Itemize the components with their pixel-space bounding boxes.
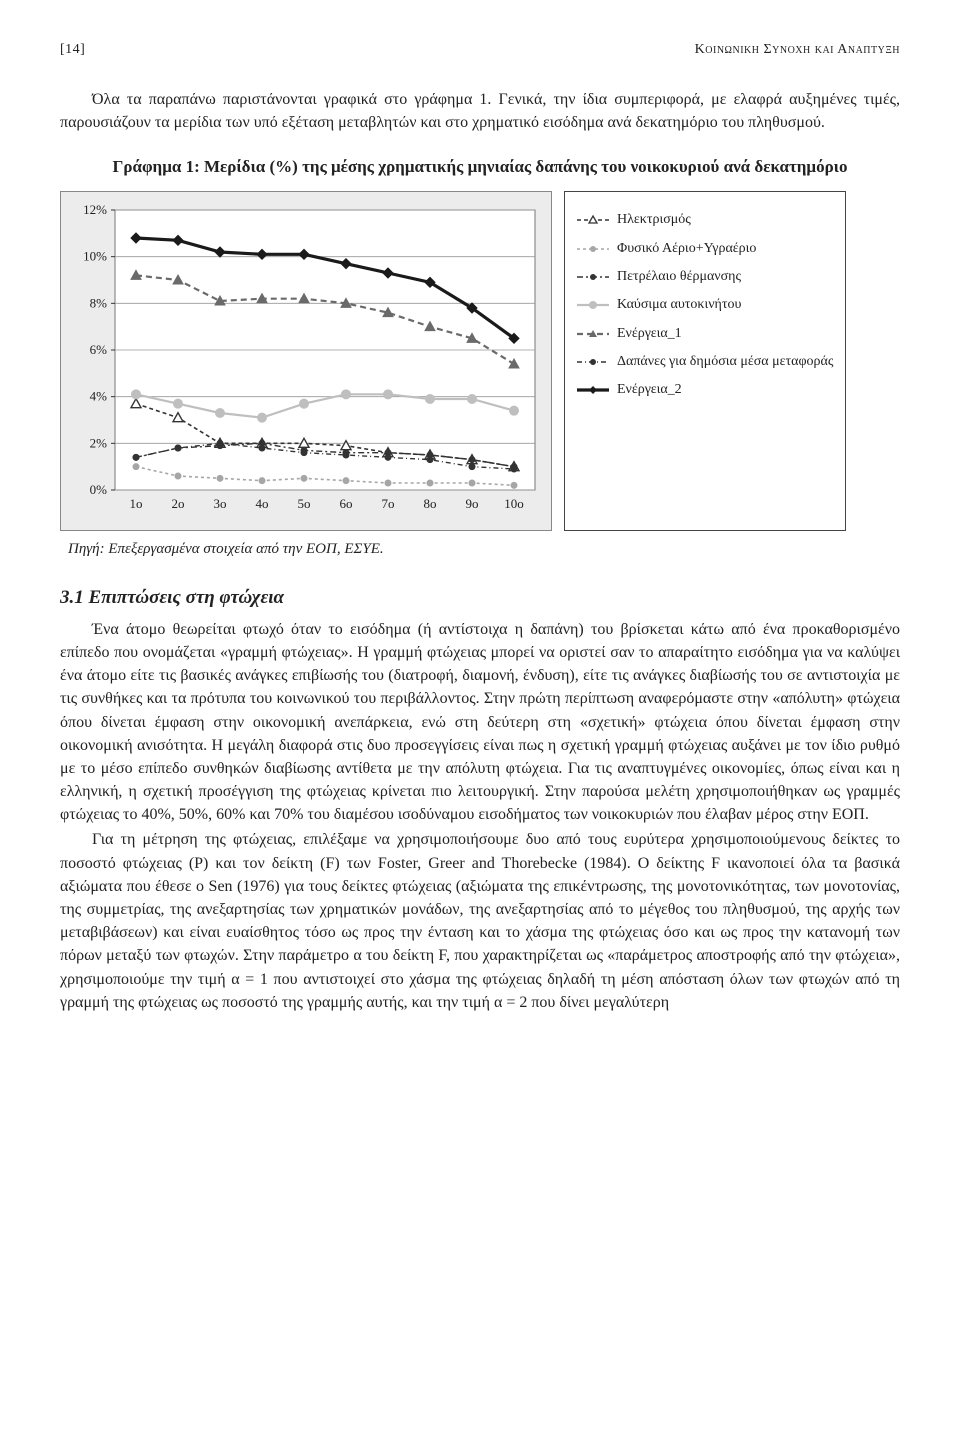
svg-text:8o: 8o	[424, 496, 437, 511]
svg-text:8%: 8%	[90, 296, 108, 311]
legend-swatch	[577, 298, 609, 312]
section-heading: 3.1 Επιπτώσεις στη φτώχεια	[60, 584, 900, 612]
legend-item: Καύσιμα αυτοκινήτου	[577, 295, 833, 315]
chart-container: 0% 2% 4% 6% 8% 10% 12% 1o 2o 3o 4o 5o 6o 7o 8o 9o 10o Ηλ…	[60, 191, 900, 530]
legend-swatch	[577, 242, 609, 256]
svg-text:6%: 6%	[90, 342, 108, 357]
page-number: [14]	[60, 40, 85, 60]
legend-item: Ηλεκτρισμός	[577, 210, 833, 230]
svg-text:3o: 3o	[214, 496, 227, 511]
svg-text:4o: 4o	[256, 496, 269, 511]
legend-label: Δαπάνες για δημόσια μέσα μεταφοράς	[617, 352, 833, 372]
legend-swatch	[577, 383, 609, 397]
legend-item: Πετρέλαιο θέρμανσης	[577, 267, 833, 287]
svg-text:2o: 2o	[172, 496, 185, 511]
svg-text:12%: 12%	[83, 202, 107, 217]
legend-item: Ενέργεια_1	[577, 324, 833, 344]
legend-item: Ενέργεια_2	[577, 380, 833, 400]
body-paragraph-2: Για τη μέτρηση της φτώχειας, επιλέξαμε ν…	[60, 828, 900, 1014]
svg-text:7o: 7o	[382, 496, 395, 511]
legend-label: Ενέργεια_1	[617, 324, 682, 344]
legend-item: Δαπάνες για δημόσια μέσα μεταφοράς	[577, 352, 833, 372]
legend-swatch	[577, 213, 609, 227]
svg-text:4%: 4%	[90, 389, 108, 404]
chart-plot: 0% 2% 4% 6% 8% 10% 12% 1o 2o 3o 4o 5o 6o 7o 8o 9o 10o	[60, 191, 552, 530]
page-header: [14] Κοινωνικη Συνοχη και Αναπτυξη	[60, 40, 900, 60]
legend-swatch	[577, 327, 609, 341]
svg-text:6o: 6o	[340, 496, 353, 511]
chart-source: Πηγή: Επεξεργασμένα στοιχεία από την ΕΟΠ…	[68, 539, 900, 561]
legend-swatch	[577, 355, 609, 369]
legend-label: Ηλεκτρισμός	[617, 210, 691, 230]
legend-label: Καύσιμα αυτοκινήτου	[617, 295, 741, 315]
svg-text:5o: 5o	[298, 496, 311, 511]
legend-label: Ενέργεια_2	[617, 380, 682, 400]
svg-text:10o: 10o	[504, 496, 524, 511]
running-head: Κοινωνικη Συνοχη και Αναπτυξη	[695, 40, 900, 60]
chart-legend: Ηλεκτρισμός Φυσικό Αέριο+Υγραέριο Πετρέλαι…	[564, 191, 846, 530]
legend-label: Πετρέλαιο θέρμανσης	[617, 267, 741, 287]
chart-title: Γράφημα 1: Μερίδια (%) της μέσης χρηματι…	[60, 155, 900, 180]
legend-label: Φυσικό Αέριο+Υγραέριο	[617, 239, 756, 259]
svg-text:0%: 0%	[90, 482, 108, 497]
svg-text:10%: 10%	[83, 249, 107, 264]
chart-svg: 0% 2% 4% 6% 8% 10% 12% 1o 2o 3o 4o 5o 6o 7o 8o 9o 10o	[65, 200, 545, 518]
svg-text:9o: 9o	[466, 496, 479, 511]
body-paragraph-1: Ένα άτομο θεωρείται φτωχό όταν το εισόδη…	[60, 618, 900, 827]
svg-text:2%: 2%	[90, 436, 108, 451]
intro-paragraph: Όλα τα παραπάνω παριστάνονται γραφικά στ…	[60, 88, 900, 134]
legend-item: Φυσικό Αέριο+Υγραέριο	[577, 239, 833, 259]
svg-text:1o: 1o	[130, 496, 143, 511]
legend-swatch	[577, 270, 609, 284]
